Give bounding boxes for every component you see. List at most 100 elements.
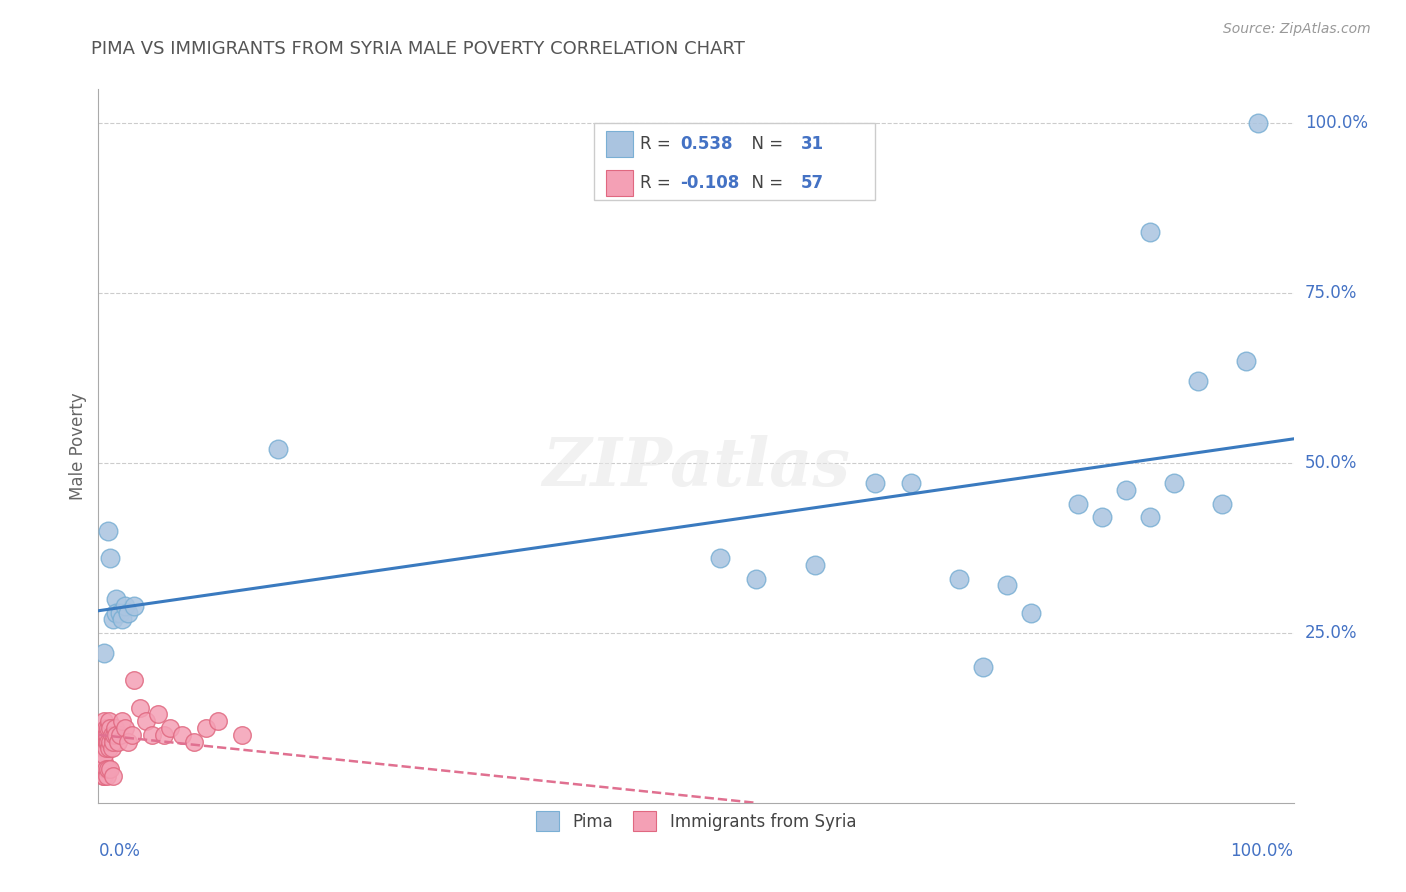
Point — [129, 700, 152, 714]
Point — [745, 572, 768, 586]
Point — [96, 769, 118, 783]
Point — [98, 551, 122, 566]
Point — [100, 741, 122, 756]
Legend: Pima, Immigrants from Syria: Pima, Immigrants from Syria — [529, 805, 863, 838]
Point — [111, 612, 134, 626]
Text: 100.0%: 100.0% — [1305, 114, 1368, 132]
Point — [1187, 375, 1209, 389]
Point — [98, 762, 122, 776]
Text: 75.0%: 75.0% — [1305, 284, 1357, 302]
Point — [107, 734, 129, 748]
Point — [97, 734, 120, 748]
Point — [94, 741, 117, 756]
Text: 57: 57 — [801, 174, 824, 192]
Point — [93, 734, 115, 748]
Point — [1115, 483, 1137, 498]
Text: 31: 31 — [801, 136, 824, 153]
Point — [101, 734, 124, 748]
Point — [1067, 497, 1090, 511]
Point — [93, 755, 115, 769]
Point — [98, 741, 121, 756]
Point — [948, 572, 970, 586]
FancyBboxPatch shape — [606, 131, 633, 157]
Point — [1091, 510, 1114, 524]
Point — [93, 741, 115, 756]
Point — [159, 721, 181, 735]
Point — [195, 721, 218, 735]
Point — [124, 599, 146, 613]
Point — [114, 721, 136, 735]
Point — [804, 558, 827, 572]
Point — [100, 728, 122, 742]
Text: R =: R = — [640, 174, 676, 192]
Point — [91, 741, 114, 756]
Point — [96, 728, 118, 742]
Point — [91, 748, 114, 763]
Point — [104, 721, 127, 735]
Text: N =: N = — [741, 136, 789, 153]
Point — [91, 734, 114, 748]
Point — [172, 728, 194, 742]
Point — [1019, 606, 1042, 620]
Point — [108, 728, 131, 742]
Point — [105, 591, 128, 606]
Text: 0.538: 0.538 — [681, 136, 733, 153]
Text: Source: ZipAtlas.com: Source: ZipAtlas.com — [1223, 22, 1371, 37]
Point — [103, 728, 125, 742]
Point — [111, 714, 134, 729]
Point — [101, 769, 124, 783]
Point — [91, 755, 114, 769]
Point — [231, 728, 253, 742]
Point — [98, 714, 121, 729]
Point — [1247, 116, 1270, 130]
Text: PIMA VS IMMIGRANTS FROM SYRIA MALE POVERTY CORRELATION CHART: PIMA VS IMMIGRANTS FROM SYRIA MALE POVER… — [91, 40, 745, 58]
Point — [141, 728, 163, 742]
Point — [972, 660, 994, 674]
Point — [97, 524, 120, 538]
Point — [93, 728, 115, 742]
Point — [105, 728, 128, 742]
Point — [94, 734, 117, 748]
Point — [1211, 497, 1233, 511]
Point — [96, 734, 118, 748]
Text: -0.108: -0.108 — [681, 174, 740, 192]
Point — [709, 551, 731, 566]
FancyBboxPatch shape — [606, 170, 633, 195]
Point — [900, 476, 922, 491]
Text: ZIPatlas: ZIPatlas — [543, 435, 849, 500]
Point — [1139, 225, 1161, 239]
Point — [114, 599, 136, 613]
Point — [121, 728, 143, 742]
FancyBboxPatch shape — [595, 123, 875, 200]
Point — [117, 606, 139, 620]
Point — [97, 721, 120, 735]
Point — [135, 714, 157, 729]
Point — [101, 612, 124, 626]
Point — [183, 734, 205, 748]
Point — [91, 762, 114, 776]
Text: 50.0%: 50.0% — [1305, 454, 1357, 472]
Point — [93, 748, 115, 763]
Point — [93, 646, 115, 660]
Point — [90, 728, 112, 742]
Point — [153, 728, 176, 742]
Point — [97, 762, 120, 776]
Point — [865, 476, 887, 491]
Point — [1139, 510, 1161, 524]
Point — [1163, 476, 1185, 491]
Point — [148, 707, 170, 722]
Text: 0.0%: 0.0% — [98, 842, 141, 860]
Point — [117, 734, 139, 748]
Point — [1234, 354, 1257, 368]
Point — [93, 769, 115, 783]
Point — [98, 734, 122, 748]
Point — [267, 442, 290, 457]
Point — [105, 606, 128, 620]
Point — [124, 673, 146, 688]
Point — [93, 714, 115, 729]
Point — [94, 721, 117, 735]
Text: 100.0%: 100.0% — [1230, 842, 1294, 860]
Point — [94, 762, 117, 776]
Point — [108, 606, 131, 620]
Y-axis label: Male Poverty: Male Poverty — [69, 392, 87, 500]
